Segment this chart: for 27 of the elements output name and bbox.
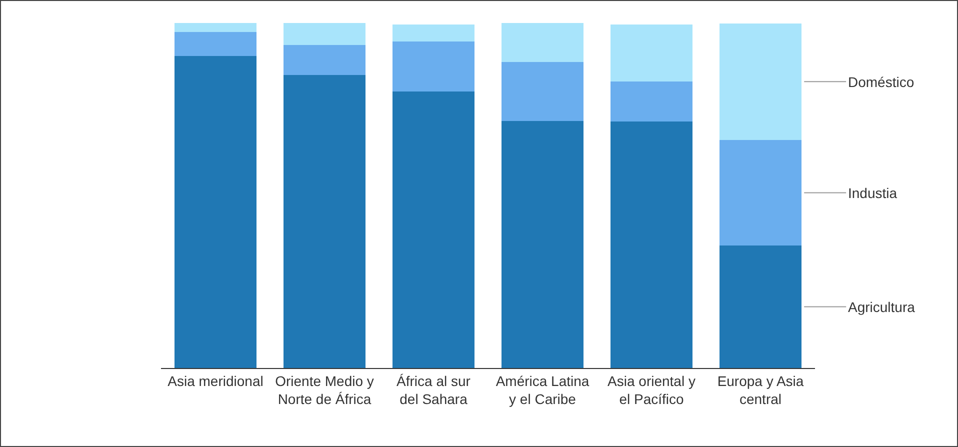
bar <box>174 23 256 32</box>
bar <box>720 23 802 140</box>
bar <box>392 42 474 92</box>
x-tick-label: América Latina y el Caribe <box>496 372 590 407</box>
bar <box>502 23 584 62</box>
bar <box>284 45 366 76</box>
x-tick-label: Asia meridional <box>168 372 264 389</box>
bar <box>720 246 802 368</box>
bar <box>502 120 584 368</box>
bar <box>174 56 256 368</box>
x-tick-label: África al sur del Sahara <box>396 372 471 407</box>
bar <box>610 24 692 82</box>
text: Agricultura <box>848 299 916 315</box>
bar <box>392 24 474 42</box>
bar <box>610 122 692 368</box>
bar <box>284 75 366 368</box>
bar <box>610 82 692 122</box>
bar <box>174 32 256 56</box>
text: Industia <box>848 185 898 201</box>
bar <box>502 62 584 121</box>
bar <box>392 92 474 368</box>
x-tick-label: Europa y Asia central <box>717 372 804 407</box>
x-tick-label: Asia oriental y el Pacífico <box>608 372 696 407</box>
text: Doméstico <box>848 74 914 90</box>
x-tick-label: Oriente Medio y Norte de África <box>275 372 374 407</box>
bar <box>284 23 366 46</box>
bar <box>720 140 802 246</box>
